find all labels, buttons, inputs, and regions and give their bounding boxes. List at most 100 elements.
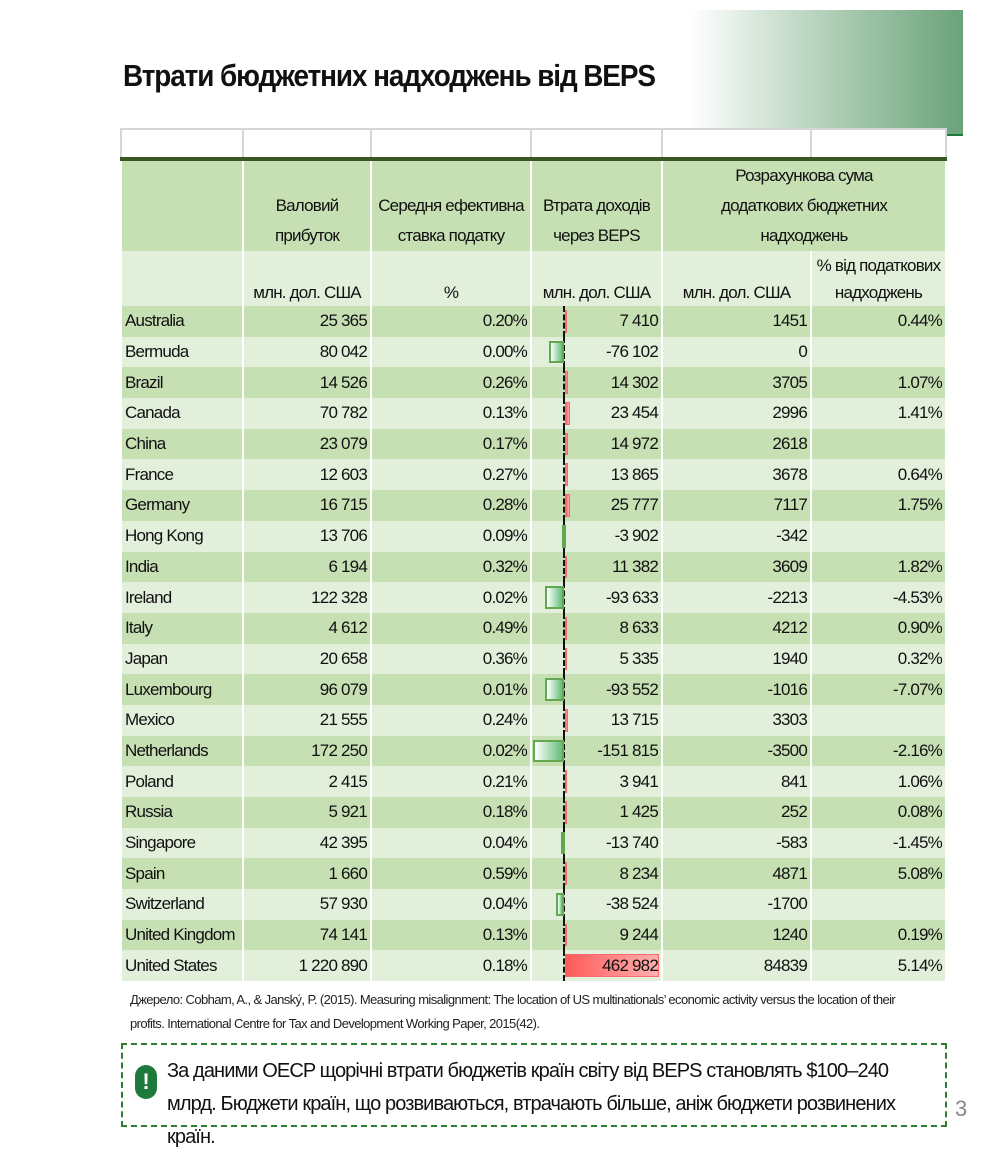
table-row: Germany 16 715 0.28% 25 777 7117 1.75% [120,490,947,521]
gross-profit-cell: 21 555 [242,704,372,736]
page-number: 3 [955,1096,968,1121]
estimate-cell: -1016 [661,674,812,705]
estimate-cell: 4212 [661,612,812,644]
beps-value: 14 972 [610,434,659,454]
beps-loss-cell: 11 382 [530,551,663,583]
gross-profit-cell: 14 526 [242,367,372,399]
negative-data-bar [548,340,564,364]
country-cell: United Kingdom [120,919,244,951]
beps-loss-cell: 9 244 [530,919,663,951]
country-cell: Poland [120,766,244,797]
beps-value: -13 740 [605,833,659,853]
gross-profit-cell: 5 921 [242,797,372,828]
estimate-cell: 1451 [661,306,812,337]
estimate-cell: -1700 [661,889,812,920]
data-bar-axis [563,612,565,644]
pct-revenue-cell [810,889,947,920]
country-cell: Switzerland [120,889,244,920]
data-bar-axis [563,582,565,613]
country-cell: Australia [120,306,244,337]
data-bar-axis [563,950,565,982]
country-cell: Russia [120,797,244,828]
data-bar-axis [563,490,565,521]
data-bar-axis [563,398,565,429]
positive-data-bar [565,647,567,671]
tax-rate-cell: 0.28% [370,490,532,521]
tax-rate-cell: 0.13% [370,919,532,951]
beps-loss-cell: 462 982 [530,950,663,982]
country-cell: United States [120,950,244,982]
table-row: Singapore 42 395 0.04% -13 740 -583 -1.45% [120,827,947,859]
tax-rate-cell: 0.00% [370,336,532,368]
gross-profit-cell: 74 141 [242,919,372,951]
table-row: Hong Kong 13 706 0.09% -3 902 -342 [120,520,947,552]
pct-revenue-cell: -1.45% [810,827,947,859]
pct-revenue-cell: 1.82% [810,551,947,583]
unit-estimate: млн. дол. США [661,251,812,306]
tax-rate-cell: 0.21% [370,766,532,797]
country-cell: Mexico [120,704,244,736]
gross-profit-cell: 57 930 [242,889,372,920]
country-cell: Hong Kong [120,520,244,552]
beps-value: 5 335 [619,648,658,668]
gross-profit-cell: 2 415 [242,766,372,797]
table-row: Spain 1 660 0.59% 8 234 4871 5.08% [120,858,947,890]
estimate-cell: 4871 [661,858,812,890]
positive-data-bar [565,555,568,579]
note-text: За даними OECP щорічні втрати бюджетів к… [167,1060,896,1148]
positive-data-bar [565,402,570,425]
beps-loss-cell: 1 425 [530,797,663,828]
negative-data-bar [556,893,564,916]
gross-profit-cell: 12 603 [242,459,372,491]
beps-loss-cell: -151 815 [530,735,663,767]
beps-value: 14 302 [610,372,659,392]
estimate-cell: 7117 [661,490,812,521]
header-rate: Середня ефективна ставка податку [370,161,532,251]
header-gradient [690,10,963,135]
beps-value: 25 777 [610,495,659,515]
beps-loss-cell: 13 865 [530,459,663,491]
tax-rate-cell: 0.49% [370,612,532,644]
data-bar-axis [563,306,565,337]
table-row: China 23 079 0.17% 14 972 2618 [120,428,947,460]
estimate-cell: 3609 [661,551,812,583]
beps-table: Валовий прибуток Середня ефективна ставк… [120,128,947,982]
positive-data-bar [565,616,567,640]
tax-rate-cell: 0.18% [370,950,532,982]
estimate-cell: 3303 [661,704,812,736]
negative-data-bar [544,586,564,609]
estimate-cell: -2213 [661,582,812,613]
gross-profit-cell: 122 328 [242,582,372,613]
gross-profit-cell: 70 782 [242,398,372,429]
pct-revenue-cell: 1.06% [810,766,947,797]
pct-revenue-cell: 1.07% [810,367,947,399]
beps-value: 23 454 [610,403,659,423]
country-cell: France [120,459,244,491]
data-bar-axis [563,704,565,736]
table-row: Brazil 14 526 0.26% 14 302 3705 1.07% [120,367,947,399]
beps-value: 7 410 [619,311,658,331]
estimate-cell: -3500 [661,735,812,767]
gross-profit-cell: 16 715 [242,490,372,521]
gross-profit-cell: 96 079 [242,674,372,705]
tax-rate-cell: 0.02% [370,582,532,613]
data-bar-axis [563,858,565,890]
tax-rate-cell: 0.09% [370,520,532,552]
table-row: Russia 5 921 0.18% 1 425 252 0.08% [120,797,947,828]
gross-profit-cell: 25 365 [242,306,372,337]
beps-loss-cell: -93 633 [530,582,663,613]
gross-profit-cell: 6 194 [242,551,372,583]
table-row: India 6 194 0.32% 11 382 3609 1.82% [120,551,947,583]
pct-revenue-cell: 0.44% [810,306,947,337]
positive-data-bar [565,708,568,732]
pct-revenue-cell: -4.53% [810,582,947,613]
beps-loss-cell: 14 302 [530,367,663,399]
tax-rate-cell: 0.59% [370,858,532,890]
table-row: Canada 70 782 0.13% 23 454 2996 1.41% [120,398,947,429]
tax-rate-cell: 0.36% [370,643,532,675]
gross-profit-cell: 1 220 890 [242,950,372,982]
gross-profit-cell: 4 612 [242,612,372,644]
estimate-cell: 841 [661,766,812,797]
negative-data-bar [561,831,566,855]
table-row: Netherlands 172 250 0.02% -151 815 -3500 -2.1… [120,735,947,767]
